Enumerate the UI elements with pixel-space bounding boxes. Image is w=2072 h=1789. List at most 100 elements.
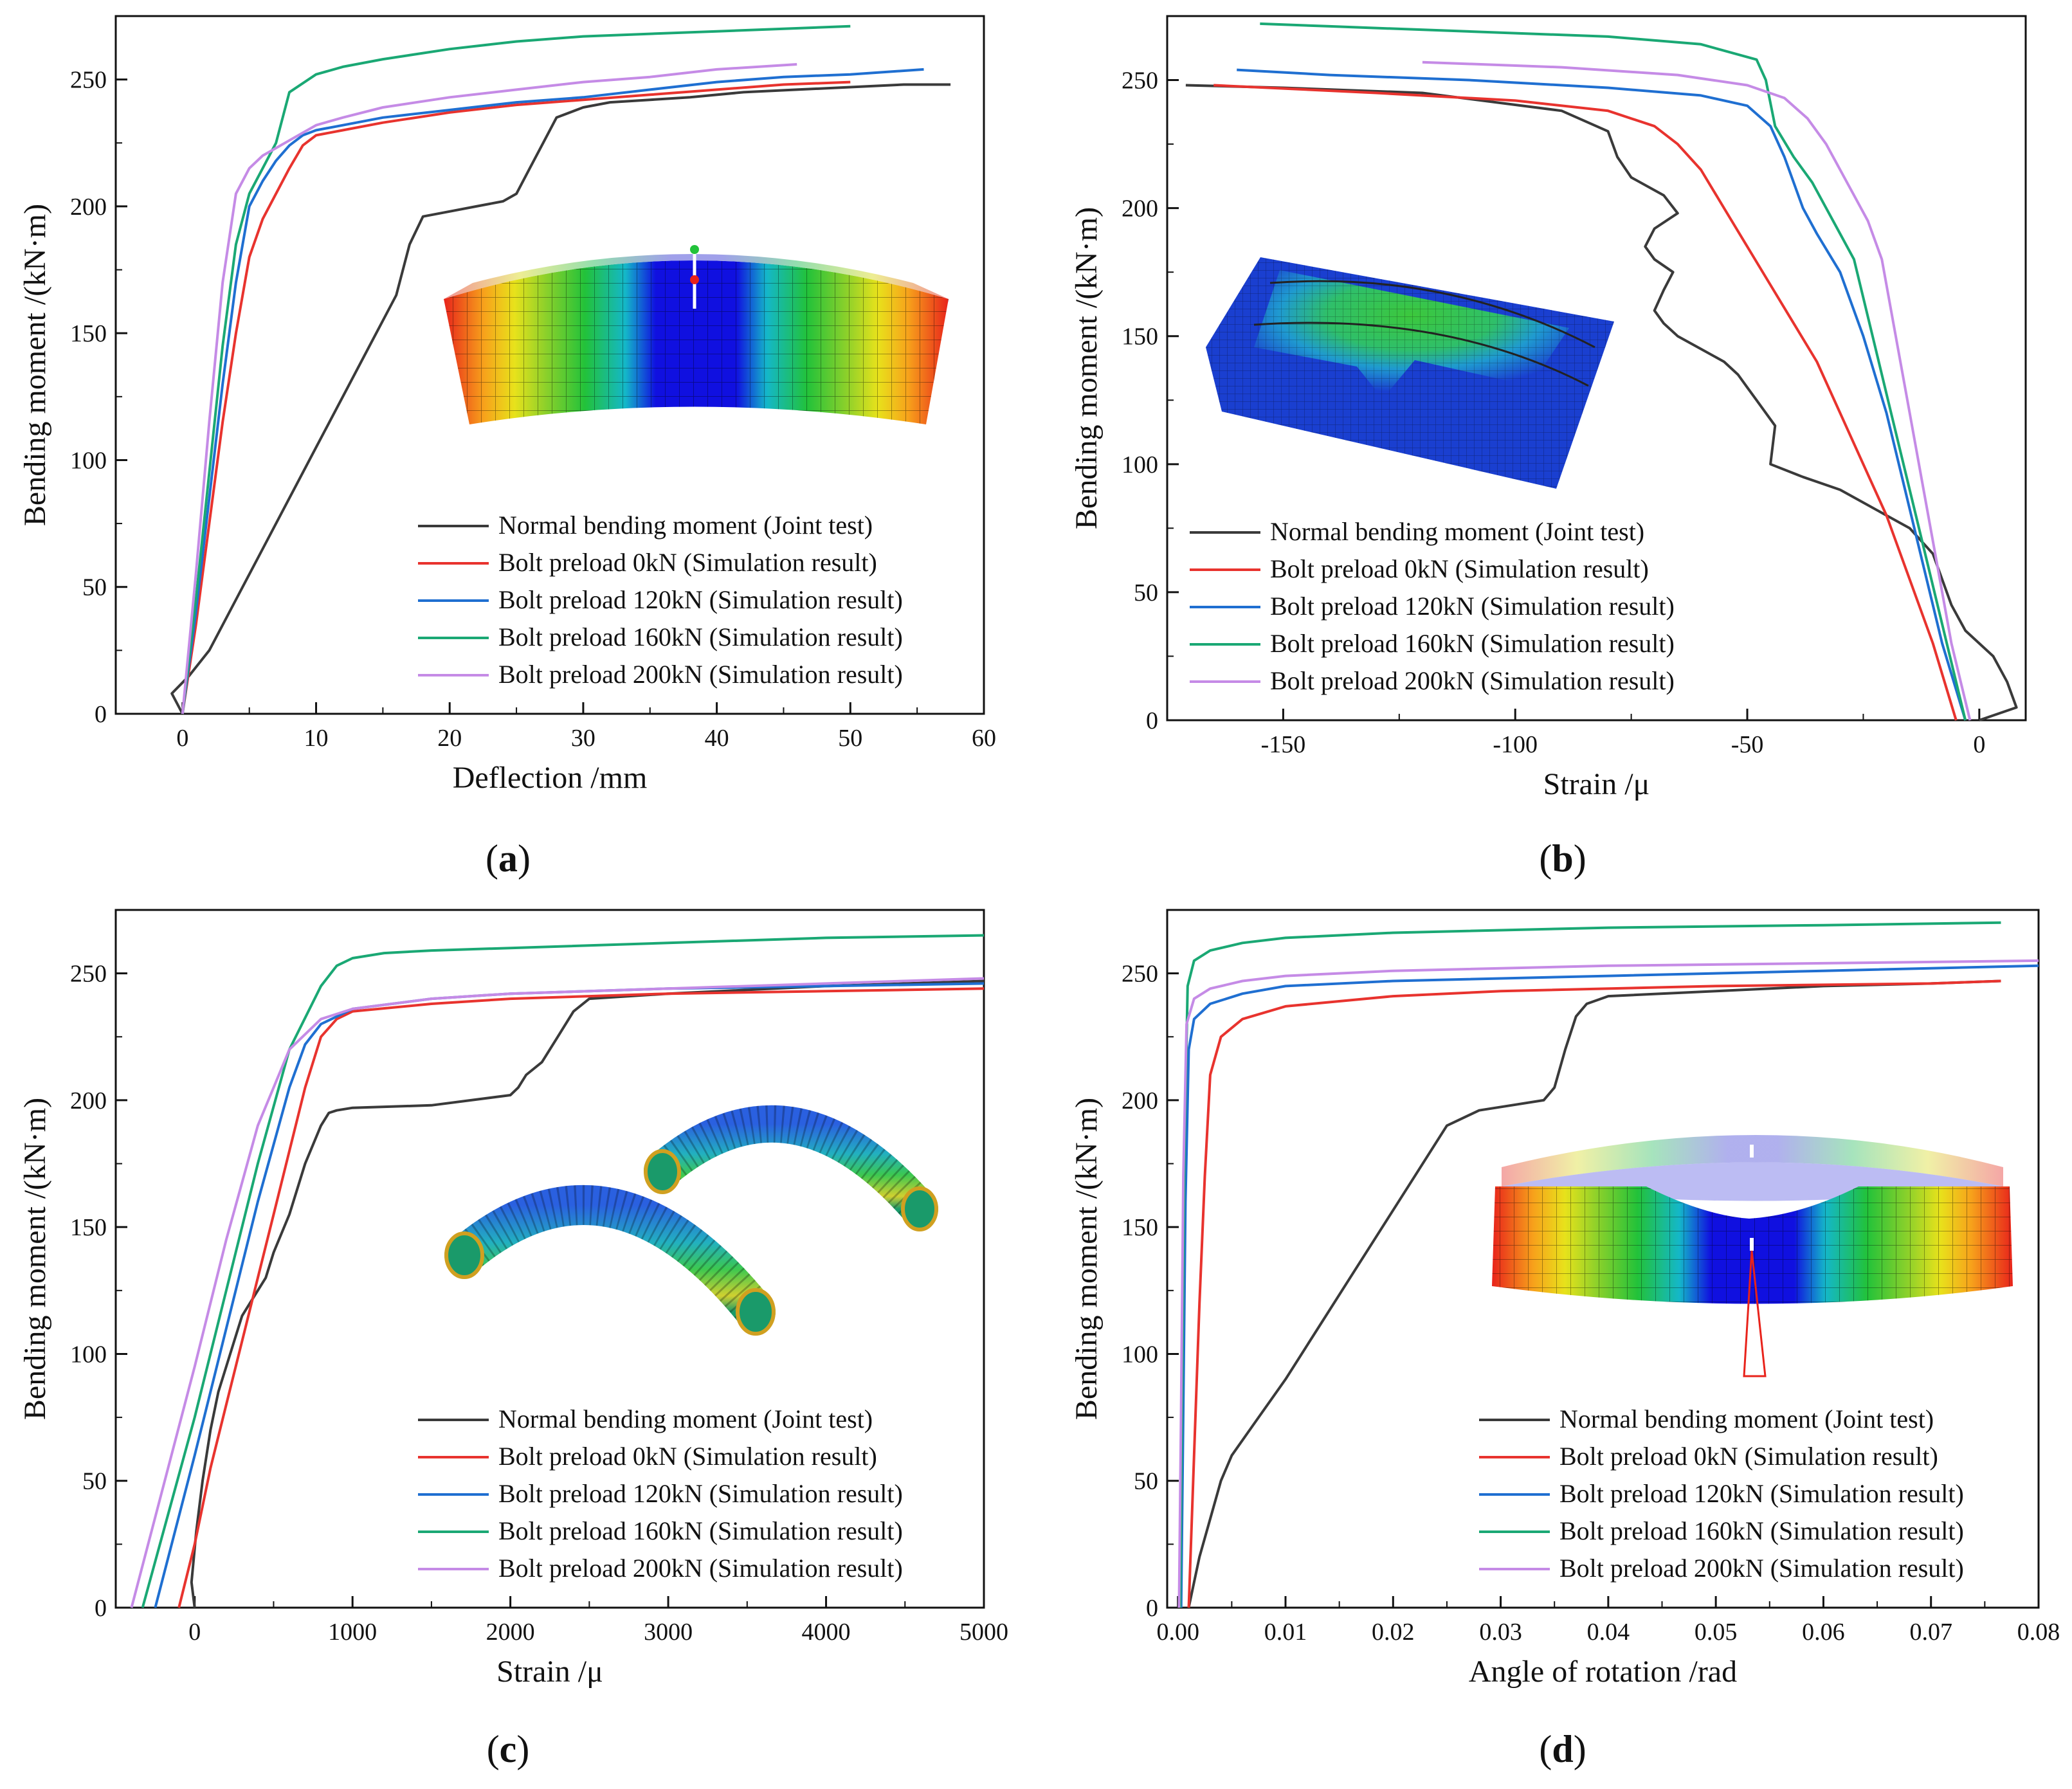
y-axis-title-d: Bending moment /(kN·m) (1069, 1098, 1104, 1420)
y-tick-label-d: 100 (1122, 1341, 1158, 1368)
x-tick-label-c: 3000 (644, 1619, 693, 1646)
series-line-d-0 (1187, 979, 2001, 1608)
y-tick-label-b: 100 (1122, 451, 1158, 478)
series-line-a-4 (181, 63, 797, 714)
legend-entry-a-2: Bolt preload 120kN (Simulation result) (498, 585, 903, 614)
y-axis-title-c: Bending moment /(kN·m) (18, 1098, 52, 1420)
legend-entry-d-3: Bolt preload 160kN (Simulation result) (1559, 1516, 1964, 1545)
x-tick-label-d: 0.02 (1372, 1619, 1415, 1646)
legend-entry-a-0: Normal bending moment (Joint test) (498, 511, 873, 540)
panel-label-b: (b) (1539, 837, 1586, 880)
y-axis-title-a: Bending moment /(kN·m) (18, 204, 52, 526)
legend-entry-c-4: Bolt preload 200kN (Simulation result) (498, 1554, 903, 1583)
x-tick-label-c: 1000 (328, 1619, 377, 1646)
legend-entry-a-3: Bolt preload 160kN (Simulation result) (498, 622, 903, 651)
x-tick-label-a: 50 (838, 725, 862, 752)
series-line-c-2 (154, 982, 985, 1608)
series-line-d-1 (1187, 979, 2001, 1608)
x-tick-label-c: 2000 (486, 1619, 535, 1646)
panel-label-d: (d) (1539, 1728, 1586, 1770)
series-line-d-4 (1177, 959, 2039, 1608)
series-line-b-3 (1260, 22, 1967, 721)
y-tick-label-a: 250 (70, 67, 107, 94)
y-tick-label-d: 50 (1134, 1468, 1158, 1495)
x-tick-label-b: -150 (1261, 731, 1306, 758)
series-line-b-0 (1185, 84, 2018, 722)
legend-entry-c-0: Normal bending moment (Joint test) (498, 1404, 873, 1433)
x-tick-label-c: 4000 (802, 1619, 851, 1646)
series-line-d-2 (1179, 964, 2039, 1608)
y-tick-label-c: 200 (70, 1087, 107, 1114)
panel-a: 0 10 20 30 40 50 60 0 50 100 150 200 250 Deflection /… (18, 15, 996, 880)
legend-entry-d-0: Normal bending moment (Joint test) (1559, 1404, 1934, 1433)
plot-frame-a (114, 15, 985, 715)
x-tick-label-a: 30 (571, 725, 595, 752)
y-tick-label-a: 150 (70, 320, 107, 347)
legend-entry-b-2: Bolt preload 120kN (Simulation result) (1270, 592, 1675, 621)
y-axis-title-b: Bending moment /(kN·m) (1069, 207, 1104, 529)
legend-entry-b-3: Bolt preload 160kN (Simulation result) (1270, 629, 1675, 658)
legend-a: Normal bending moment (Joint test) Bolt p… (418, 511, 903, 689)
y-tick-label-c: 50 (82, 1468, 107, 1495)
series-line-a-0 (170, 83, 951, 714)
x-tick-label-a: 40 (705, 725, 729, 752)
y-tick-label-a: 50 (82, 574, 107, 601)
legend-entry-b-0: Normal bending moment (Joint test) (1270, 517, 1644, 546)
x-axis-title-c: Strain /μ (496, 1655, 603, 1689)
y-tick-label-b: 200 (1122, 195, 1158, 222)
y-tick-label-c: 100 (70, 1341, 107, 1368)
legend-entry-d-1: Bolt preload 0kN (Simulation result) (1559, 1442, 1938, 1471)
legend-entry-b-1: Bolt preload 0kN (Simulation result) (1270, 554, 1649, 583)
x-tick-label-a: 0 (176, 725, 188, 752)
legend-entry-c-1: Bolt preload 0kN (Simulation result) (498, 1442, 877, 1471)
y-tick-label-d: 150 (1122, 1214, 1158, 1241)
y-tick-label-b: 250 (1122, 68, 1158, 95)
legend-entry-a-4: Bolt preload 200kN (Simulation result) (498, 660, 903, 689)
legend-entry-c-2: Bolt preload 120kN (Simulation result) (498, 1479, 903, 1508)
x-tick-label-d: 0.00 (1156, 1619, 1199, 1646)
y-tick-label-b: 150 (1122, 323, 1158, 350)
panel-b: -150 -100 -50 0 0 50 100 150 200 250 Strain /μ Bend… (1069, 15, 2027, 880)
x-axis-title-a: Deflection /mm (453, 761, 648, 795)
inset-c-bolt-contour (444, 1105, 938, 1336)
legend-entry-d-4: Bolt preload 200kN (Simulation result) (1559, 1554, 1964, 1583)
legend-d: Normal bending moment (Joint test) Bolt p… (1479, 1404, 1964, 1583)
inset-d-rotation-contour (1492, 1135, 2013, 1377)
series-line-c-1 (177, 987, 985, 1608)
inset-a-deformed-joint (444, 244, 949, 424)
x-tick-label-d: 0.03 (1479, 1619, 1522, 1646)
y-tick-label-b: 0 (1146, 707, 1158, 734)
y-tick-label-d: 0 (1146, 1595, 1158, 1622)
plot-frame-c (114, 909, 985, 1609)
series-line-a-1 (181, 80, 851, 714)
y-tick-label-b: 50 (1134, 579, 1158, 606)
inset-b-joint-segment (1206, 257, 1614, 489)
x-axis-title-d: Angle of rotation /rad (1469, 1655, 1737, 1689)
x-tick-label-d: 0.07 (1909, 1619, 1952, 1646)
legend-entry-c-3: Bolt preload 160kN (Simulation result) (498, 1516, 903, 1545)
panel-label-a: (a) (486, 837, 531, 880)
panel-d: 0.00 0.01 0.02 0.03 0.04 0.05 0.06 0.07 0.08 0 50 1… (1069, 909, 2060, 1770)
series-line-b-4 (1422, 60, 1972, 721)
y-tick-label-c: 0 (95, 1595, 107, 1622)
series-line-c-3 (141, 934, 985, 1608)
x-tick-label-b: -100 (1493, 731, 1538, 758)
y-tick-label-c: 150 (70, 1214, 107, 1241)
legend-b: Normal bending moment (Joint test) Bolt p… (1190, 517, 1675, 695)
y-tick-label-a: 0 (95, 701, 107, 728)
series-line-b-1 (1213, 84, 1958, 721)
x-tick-label-a: 20 (437, 725, 462, 752)
y-tick-label-a: 200 (70, 194, 107, 221)
x-tick-label-d: 0.06 (1802, 1619, 1845, 1646)
legend-entry-a-1: Bolt preload 0kN (Simulation result) (498, 548, 877, 577)
y-tick-label-d: 250 (1122, 961, 1158, 988)
series-line-a-3 (181, 24, 851, 714)
series-line-a-2 (181, 68, 924, 714)
x-tick-label-d: 0.05 (1695, 1619, 1738, 1646)
x-axis-title-b: Strain /μ (1543, 767, 1650, 801)
series-line-c-4 (130, 977, 985, 1608)
x-tick-label-a: 60 (972, 725, 996, 752)
panel-c: 0 1000 2000 3000 4000 5000 0 50 100 150 200 250 Stra… (18, 909, 1008, 1770)
x-tick-label-a: 10 (304, 725, 329, 752)
